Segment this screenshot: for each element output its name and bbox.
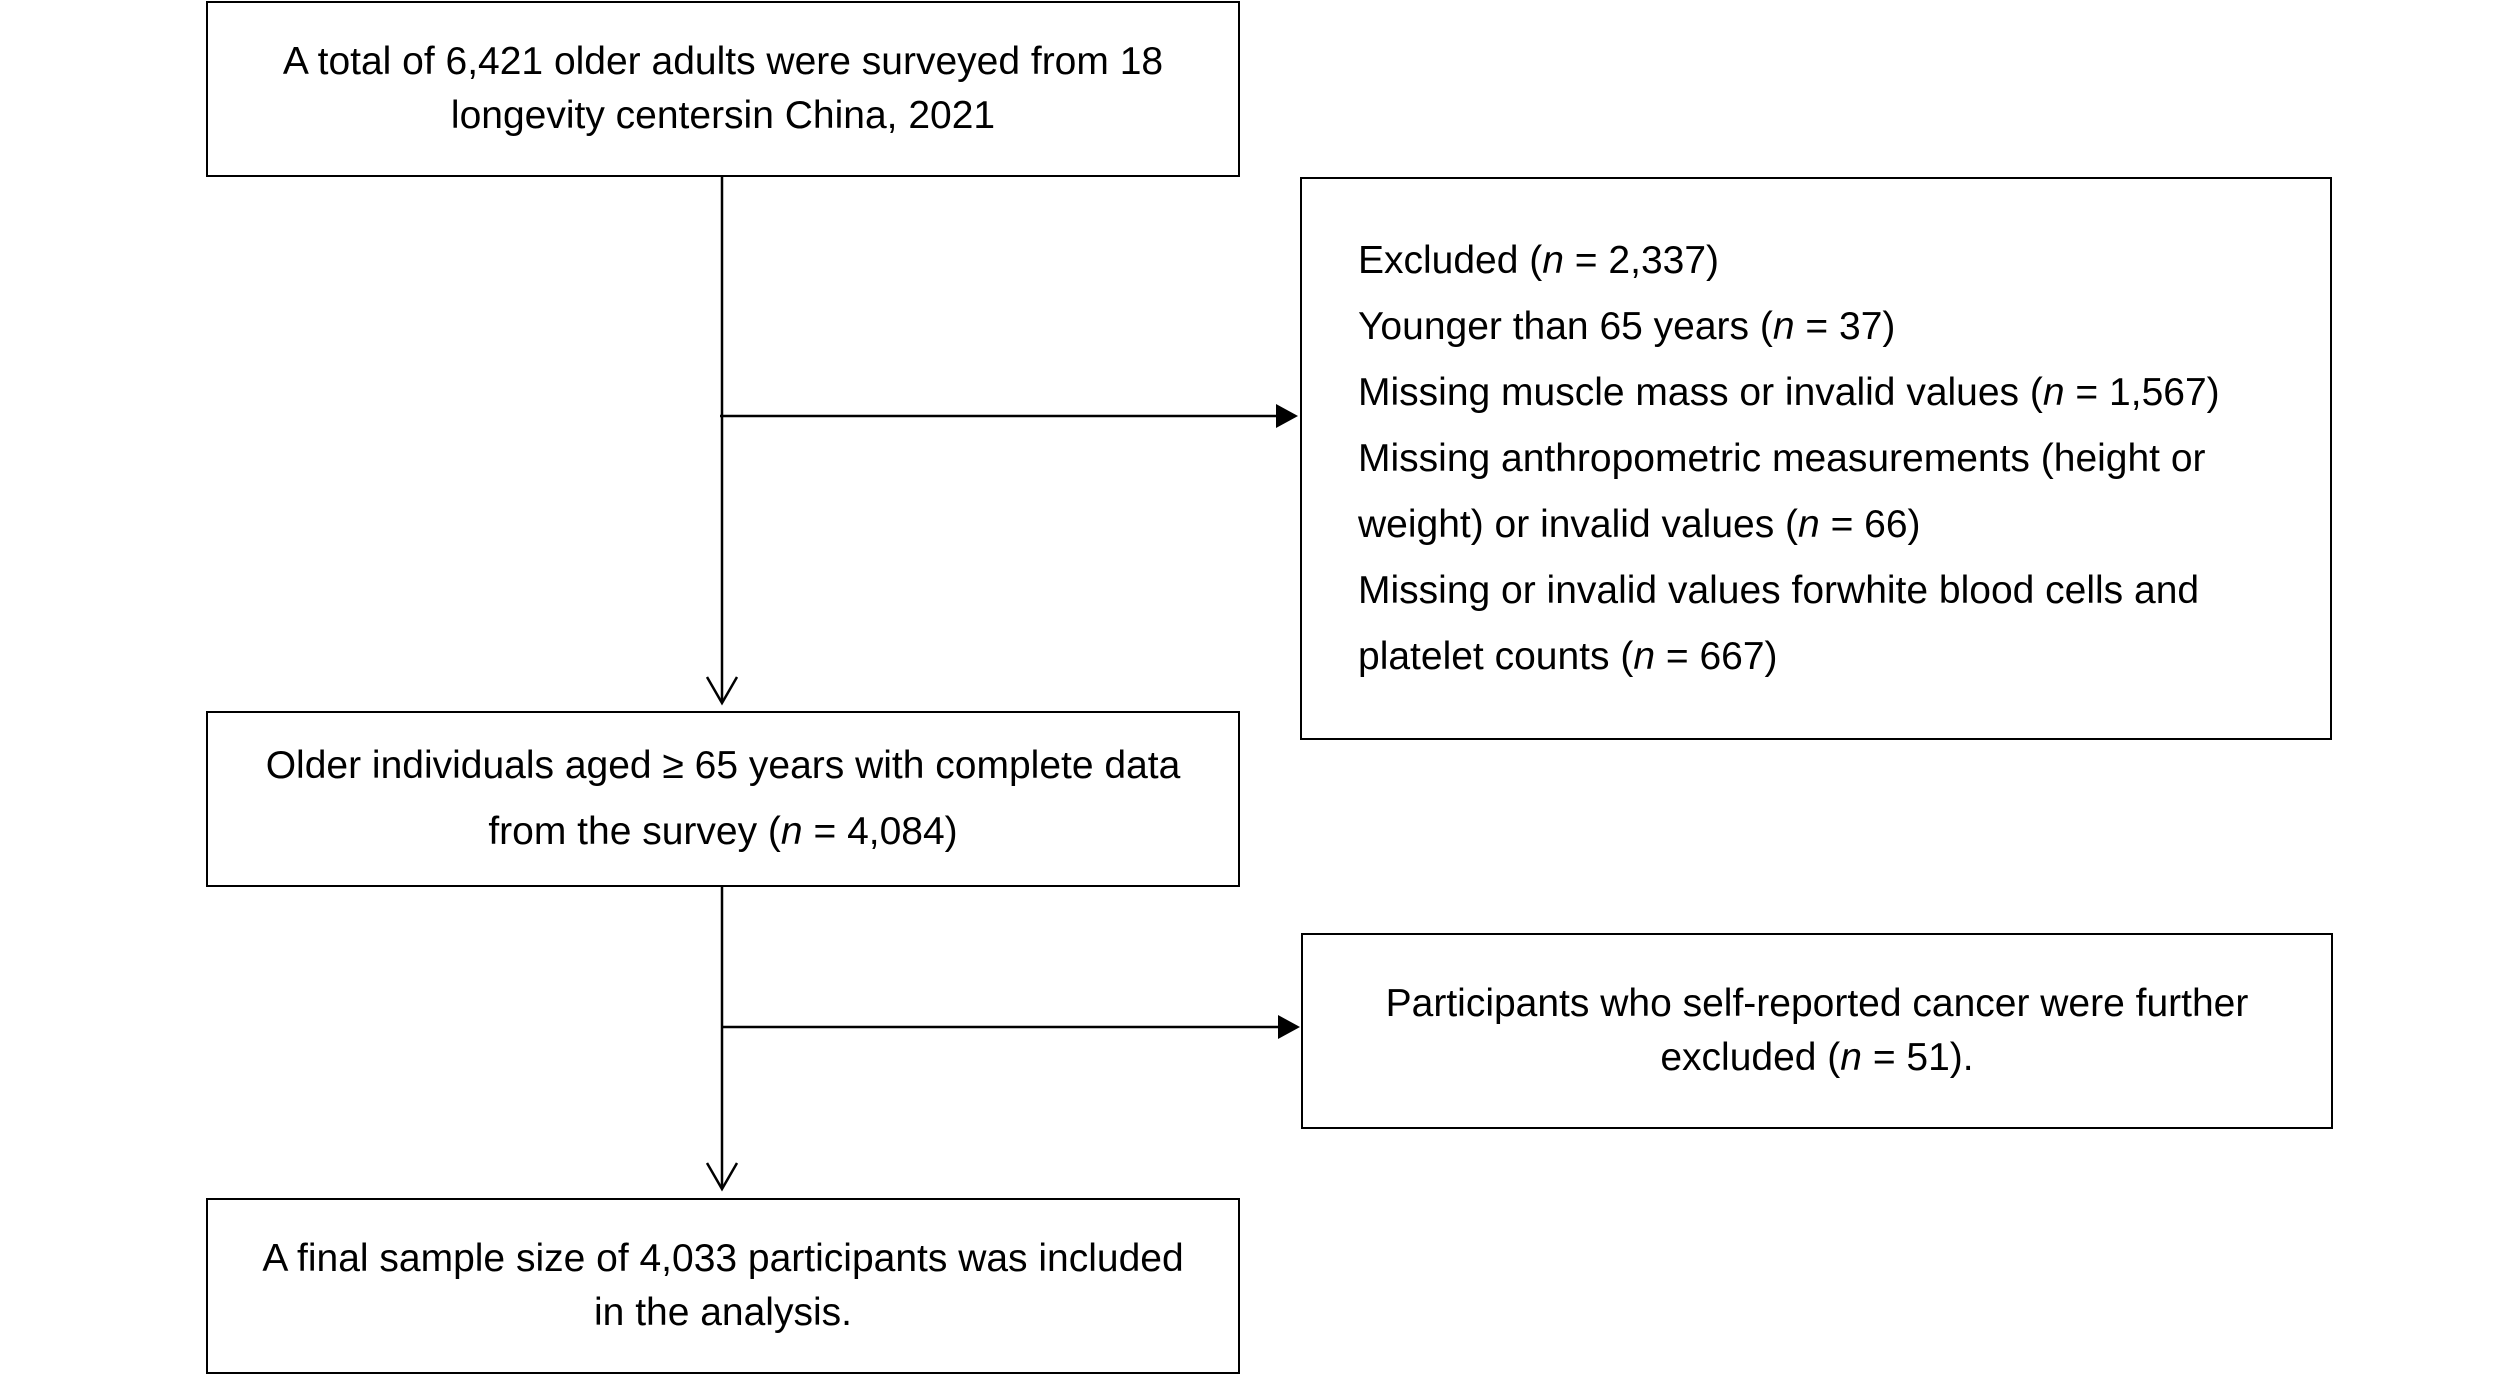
box-text-line: Older individuals aged ≥ 65 years with c… — [265, 744, 1181, 787]
box-text-line: excluded (n = 51). — [1660, 1036, 1974, 1079]
box-text-line: A total of 6,421 older adults were surve… — [282, 40, 1164, 83]
excluded-younger-than-65: Younger than 65 years (n = 37) — [1358, 304, 1896, 348]
box-complete-data: Older individuals aged ≥ 65 years with c… — [206, 711, 1240, 887]
box-text-line: from the survey (n = 4,084) — [488, 810, 958, 853]
excluded-missing-muscle-mass: Missing muscle mass or invalid values (n… — [1358, 370, 2220, 414]
box-text-line: in the analysis. — [594, 1291, 852, 1334]
box-final-sample: A final sample size of 4,033 participant… — [206, 1198, 1240, 1374]
excluded-missing-blood-counts: Missing or invalid values forwhite blood… — [1358, 568, 2200, 612]
filled-arrowhead-exclusion1 — [1276, 404, 1298, 428]
excluded-missing-blood-counts-cont: platelet counts (n = 667) — [1358, 634, 1778, 678]
excluded-missing-anthropometric: Missing anthropometric measurements (hei… — [1358, 436, 2206, 480]
box-excluded-first: Excluded (n = 2,337) Younger than 65 yea… — [1300, 177, 2332, 740]
box-total-surveyed: A total of 6,421 older adults were surve… — [206, 1, 1240, 177]
excluded-missing-anthropometric-cont: weight) or invalid values (n = 66) — [1358, 502, 1921, 546]
excluded-total: Excluded (n = 2,337) — [1358, 238, 1719, 282]
open-arrowhead-middle — [705, 676, 739, 706]
box-text-line: A final sample size of 4,033 participant… — [262, 1237, 1184, 1280]
box-text-line: longevity centersin China, 2021 — [450, 94, 996, 137]
filled-arrowhead-exclusion2 — [1278, 1015, 1300, 1039]
box-text-line: Participants who self-reported cancer we… — [1385, 982, 2249, 1025]
box-excluded-cancer: Participants who self-reported cancer we… — [1301, 933, 2333, 1129]
open-arrowhead-final — [705, 1162, 739, 1192]
